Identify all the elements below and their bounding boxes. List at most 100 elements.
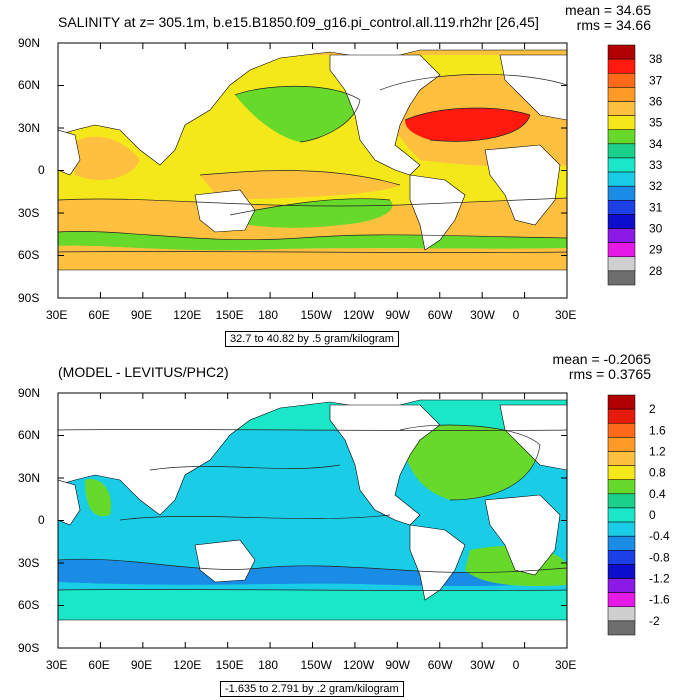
- panel2-colorbar-swatch: [607, 620, 636, 636]
- panel2-colorbar: 2 1.6 1.2 0.8 0.4 0 -0.4 -0.8 -1.2 -1.6 -2: [607, 394, 670, 636]
- panel1-natlantic-red: [405, 108, 530, 142]
- panel2-natlantic-green: [400, 425, 540, 500]
- panel2-southern-teal: [58, 590, 567, 620]
- panel1-land-namerica: [329, 54, 441, 176]
- panel1-lon-label: 30W: [470, 308, 495, 322]
- panel2-colorbar-label: 0.4: [649, 487, 666, 501]
- panel2-lat-90s: 90S: [18, 641, 40, 655]
- panel1-colorbar-swatch: [607, 242, 636, 258]
- panel2-colorbar-swatch: [607, 507, 636, 523]
- panel1-colorbar-swatch: [607, 214, 636, 229]
- panel2-mean: mean = -0.2065: [552, 351, 651, 367]
- panel2-contour-4: [399, 424, 541, 501]
- panel1-colorbar: 38 37 36 35 34 33 32 31 30 29 28: [607, 44, 663, 286]
- panel1-high-south: [58, 252, 567, 270]
- panel2-lon-label: 30W: [470, 658, 495, 672]
- panel1-lon-label: 90E: [130, 308, 153, 322]
- panel1-colorbar-swatch: [607, 157, 636, 173]
- panel1-colorbar-swatch: [607, 256, 636, 272]
- panel1-colorbar-swatch: [607, 87, 636, 102]
- panel1-colorbar-swatch: [607, 115, 636, 130]
- panel1-mean: mean = 34.65: [564, 2, 651, 18]
- panel1-indian-orange: [70, 136, 140, 180]
- panel1-lat-30n: 30N: [18, 121, 41, 135]
- panel1-range-label: 32.7 to 40.82 by .5 gram/kilogram: [225, 331, 399, 347]
- panel1-lon-label: 180: [258, 308, 279, 322]
- panel1-lon-label: 150W: [300, 308, 332, 322]
- panel1-lon-label: 120W: [342, 308, 375, 322]
- panel1-lon-label: 30E: [555, 308, 577, 322]
- panel1-npacific-green: [235, 86, 360, 142]
- panel2-indian-green: [85, 479, 111, 517]
- panel2-rms: rms = 0.3765: [568, 366, 651, 382]
- panel2-land-samerica: [409, 524, 466, 601]
- panel1-lat-0: 0: [38, 163, 45, 177]
- panel2-lat-30n: 30N: [18, 471, 41, 485]
- panel2-contour-1: [58, 429, 567, 431]
- panel1-ticks: [57, 42, 568, 299]
- panel2-land-namerica: [329, 404, 441, 526]
- panel1-lon-label: 150E: [215, 308, 244, 322]
- panel2-land-india: [58, 479, 81, 526]
- panel1-colorbar-label: 33: [649, 158, 663, 172]
- panel1-colorbar-label: 28: [649, 264, 663, 278]
- panel2-lon-label: 90W: [385, 658, 411, 672]
- panel2-colorbar-label: 2: [649, 402, 656, 416]
- panel2-colorbar-label: 0: [649, 508, 656, 522]
- panel1-colorbar-swatch: [607, 200, 636, 215]
- panel1-map: 38 37 36 35 34 33 32 31 30 29 28: [57, 42, 663, 299]
- panel1-colorbar-swatch: [607, 171, 636, 187]
- panel2-colorbar-swatch: [607, 422, 636, 438]
- panel1-contour-4: [199, 170, 401, 186]
- panel2-colorbar-label: -0.4: [649, 529, 670, 543]
- panel2-lat-30s: 30S: [18, 556, 40, 570]
- panel2-colorbar-swatch: [607, 535, 636, 551]
- panel2-lon-label: 60W: [427, 658, 453, 672]
- panel2-lon-label: 60E: [88, 658, 110, 672]
- panel1-lat-90n: 90N: [18, 36, 41, 50]
- panel1-colorbar-swatch: [607, 129, 636, 145]
- panel1-colorbar-label: 38: [649, 52, 663, 66]
- panel1-contour-5: [234, 85, 361, 143]
- panel1-land-antarctica: [58, 269, 567, 298]
- panel1-land-australia: [194, 189, 256, 233]
- panel1-colorbar-swatch: [607, 72, 636, 88]
- panel2-lon-label: 0: [512, 658, 520, 672]
- panel2-contour-3: [58, 589, 567, 591]
- panel2-colorbar-swatch: [607, 521, 636, 537]
- panel2-land-africa: [484, 494, 561, 576]
- panel2-contour-6: [149, 464, 341, 471]
- panel2-colorbar-swatch: [607, 606, 636, 622]
- panel2-lon-label: 120E: [173, 658, 202, 672]
- panel1-lat-90s: 90S: [18, 291, 40, 305]
- panel1-colorbar-swatch: [607, 44, 636, 60]
- panel2-lat-60n: 60N: [18, 428, 41, 442]
- panel2-colorbar-swatch: [607, 550, 636, 565]
- panel2-lon-label: 180: [258, 658, 279, 672]
- panel2-lon-label: 30E: [555, 658, 577, 672]
- panel1-colorbar-label: 37: [649, 73, 663, 87]
- panel2-contour-2: [58, 558, 567, 573]
- panel1-lon-label: 30E: [46, 308, 68, 322]
- panel1-land-asia: [58, 43, 567, 166]
- panel1-contour-7: [379, 74, 567, 91]
- panel2-colorbar-swatch: [607, 465, 636, 480]
- panel2-lon-label: 90E: [130, 658, 153, 672]
- panel2-title: (MODEL - LEVITUS/PHC2): [58, 364, 229, 380]
- panel1-colorbar-swatch: [607, 228, 636, 243]
- panel1-title: SALINITY at z= 305.1m, b.e15.B1850.f09_g…: [58, 14, 539, 30]
- panel2-colorbar-label: 1.2: [649, 444, 666, 458]
- panel1-colorbar-label: 36: [649, 94, 663, 108]
- panel2-land-asia: [58, 393, 567, 516]
- panel2-colorbar-swatch: [607, 437, 636, 452]
- panel1-colorbar-swatch: [607, 185, 636, 201]
- panel1-land-samerica: [409, 174, 466, 251]
- panel2-colorbar-label: -0.8: [649, 550, 670, 564]
- panel2-lat-90n: 90N: [18, 386, 41, 400]
- panel2-ticks: [57, 392, 568, 649]
- panel1-contour-8: [229, 198, 391, 216]
- panel2-lon-label: 120W: [342, 658, 375, 672]
- panel1-land-europe: [499, 54, 567, 121]
- panel1-colorbar-swatch: [607, 58, 636, 74]
- panel1-contour-2: [58, 231, 567, 241]
